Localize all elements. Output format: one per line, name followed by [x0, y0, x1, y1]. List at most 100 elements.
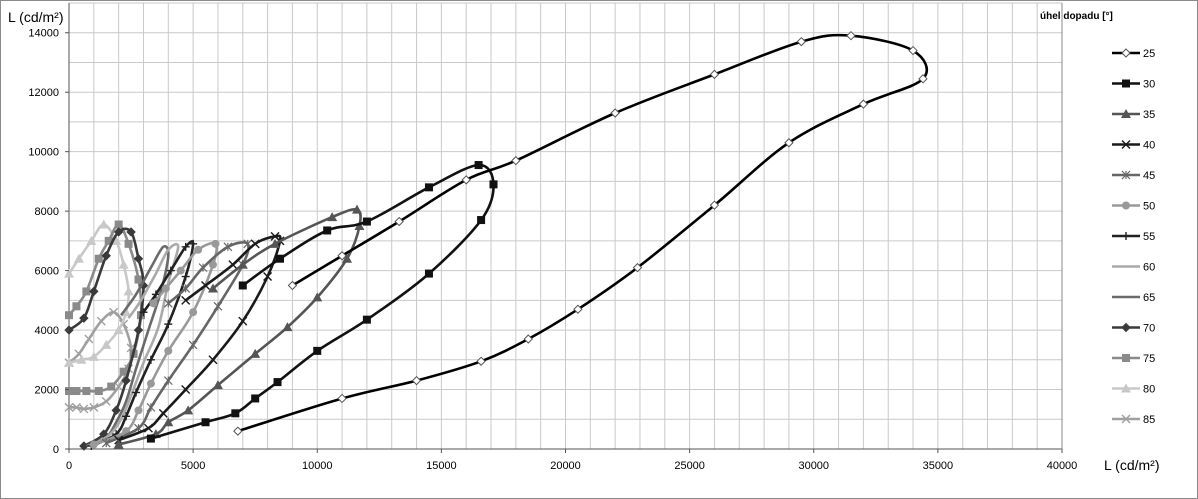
data-point-40: [263, 272, 273, 282]
data-point-70: [89, 286, 99, 297]
data-point-55: [181, 272, 190, 281]
data-point-75: [107, 382, 116, 391]
x-axis-title: L (cd/m²): [1104, 457, 1159, 473]
series-line-65: [85, 245, 170, 448]
series-25: [233, 30, 928, 436]
series-line-75: [67, 223, 143, 393]
data-point-45: [223, 242, 233, 252]
data-point-80: [76, 354, 87, 364]
data-point-50: [146, 379, 155, 388]
series-30: [146, 161, 498, 443]
data-point-35: [312, 292, 323, 302]
data-point-45: [198, 263, 208, 273]
legend-label: 35: [1143, 109, 1155, 121]
data-point-25: [709, 69, 720, 80]
y-tick-label: 2000: [35, 385, 59, 397]
data-point-50: [164, 346, 173, 355]
data-point-80: [98, 219, 109, 229]
data-point-80: [73, 253, 84, 263]
data-point-35: [183, 405, 194, 415]
data-point-40: [250, 239, 260, 249]
legend-label: 75: [1143, 353, 1155, 365]
data-point-75: [72, 387, 81, 396]
y-tick-label: 0: [53, 444, 59, 456]
data-point-75: [94, 254, 103, 263]
legend-item-75: 75: [1112, 353, 1155, 365]
data-point-70: [133, 325, 144, 335]
data-point-75: [94, 387, 103, 396]
data-point-50: [176, 266, 185, 275]
series-40: [114, 231, 285, 445]
data-point-30: [313, 346, 322, 355]
data-point-75: [82, 287, 91, 296]
series-line-25: [237, 33, 928, 433]
data-point-25: [461, 175, 471, 185]
y-tick-label: 12000: [28, 87, 59, 99]
y-tick-label: 10000: [28, 147, 59, 159]
data-point-75: [124, 239, 133, 248]
legend-swatch-marker: [1121, 140, 1131, 149]
data-point-70: [113, 227, 124, 237]
legend-swatch-marker: [1122, 201, 1130, 210]
data-point-25: [476, 356, 486, 366]
data-point-35: [212, 380, 223, 390]
data-point-30: [362, 315, 371, 324]
data-point-80: [123, 286, 134, 296]
data-point-25: [784, 138, 794, 148]
legend-item-80: 80: [1112, 383, 1155, 396]
data-point-40: [181, 295, 191, 305]
data-point-30: [238, 281, 247, 290]
series-75: [65, 220, 145, 396]
data-point-55: [146, 355, 155, 364]
legend-swatch-marker: [1121, 170, 1131, 180]
data-point-85: [79, 404, 89, 414]
data-point-85: [71, 402, 81, 412]
data-point-25: [337, 251, 347, 261]
data-point-45: [163, 298, 173, 308]
data-point-45: [188, 340, 198, 350]
data-point-70: [111, 405, 121, 416]
legend-label: 85: [1143, 414, 1155, 426]
legend-item-60: 60: [1112, 262, 1155, 274]
series-80: [64, 219, 134, 367]
data-point-25: [610, 108, 620, 118]
data-point-25: [573, 304, 583, 314]
legend-title: úhel dopadu [°]: [1040, 11, 1113, 22]
data-point-85: [109, 307, 119, 317]
data-point-85: [89, 402, 99, 412]
y-tick-label: 6000: [35, 266, 59, 278]
legend-label: 25: [1143, 48, 1155, 60]
x-tick-label: 10000: [302, 460, 333, 472]
data-point-55: [166, 266, 175, 275]
series-line-80: [67, 223, 130, 365]
data-point-30: [231, 409, 240, 418]
x-tick-label: 15000: [426, 460, 457, 472]
data-point-55: [122, 412, 131, 421]
data-point-35: [282, 322, 293, 332]
data-point-85: [84, 334, 94, 344]
series-55: [87, 239, 198, 451]
data-point-75: [134, 275, 143, 284]
y-tick-label: 4000: [35, 325, 59, 337]
legend-swatch-marker: [1121, 322, 1131, 333]
data-point-25: [511, 155, 521, 166]
data-point-75: [65, 387, 73, 396]
data-point-80: [101, 339, 112, 349]
data-point-35: [237, 259, 248, 269]
data-point-40: [181, 385, 191, 395]
x-tick-label: 20000: [550, 460, 581, 472]
legend-swatch-marker: [1122, 79, 1130, 88]
data-point-80: [88, 351, 99, 361]
series-line-55: [90, 240, 195, 448]
series-35: [113, 204, 365, 449]
legend-swatch-marker: [1122, 232, 1130, 240]
data-point-50: [89, 440, 98, 449]
data-point-25: [846, 30, 856, 41]
tick-labels: 0 5000 10000 15000 20000 25000 30000 35000 40000…: [28, 28, 1077, 472]
data-point-35: [113, 439, 124, 449]
legend-item-45: 45: [1112, 170, 1155, 182]
data-point-25: [918, 74, 928, 84]
data-point-45: [163, 376, 173, 386]
data-point-40: [201, 280, 211, 290]
data-point-50: [161, 284, 170, 293]
